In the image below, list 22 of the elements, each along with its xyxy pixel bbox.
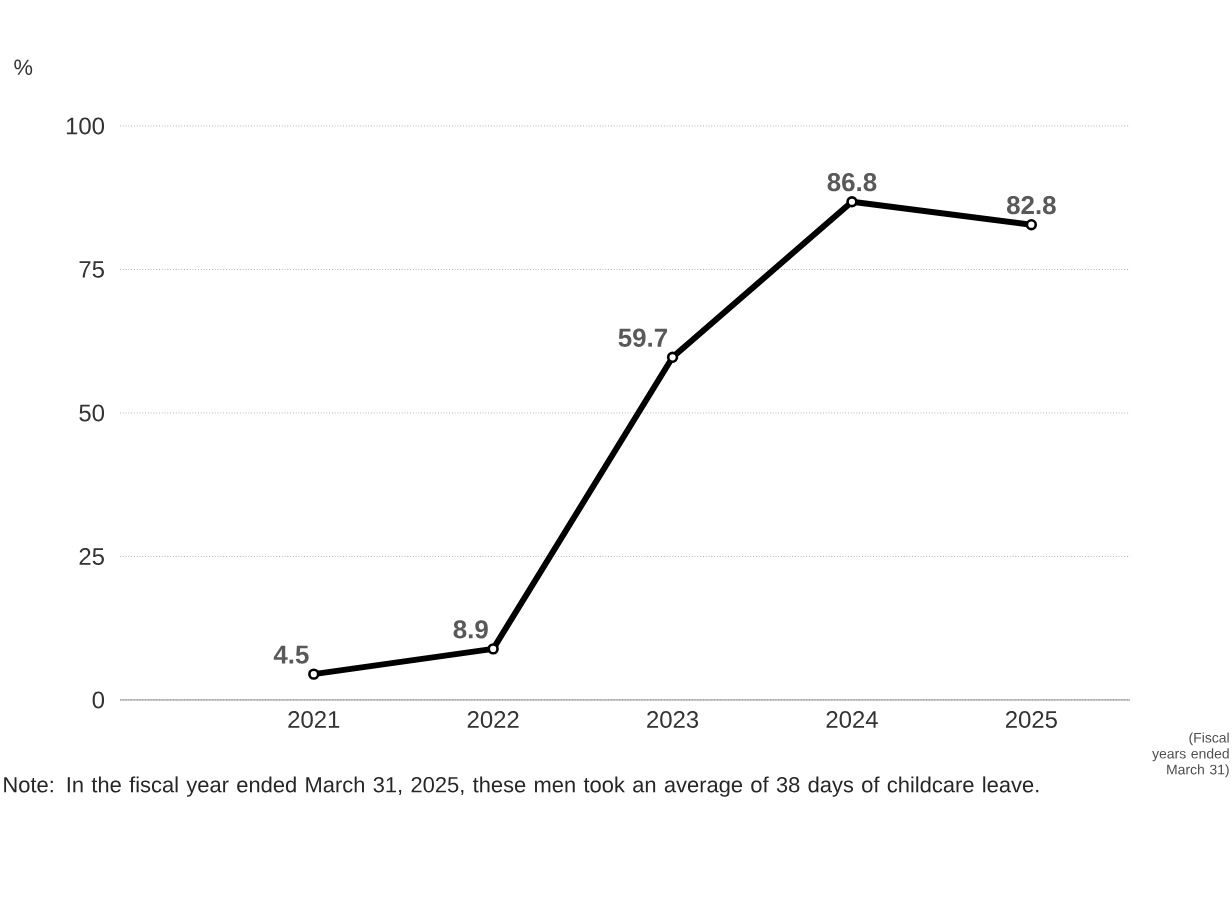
y-tick-label: 50 — [79, 404, 105, 422]
data-label: 86.8 — [827, 172, 877, 192]
point — [846, 196, 858, 208]
x-tick-label: 2021 — [288, 711, 340, 728]
point — [487, 643, 499, 655]
y-tick-label: 25 — [79, 548, 104, 565]
x-tick-label: 2022 — [467, 711, 519, 728]
x-tick-label: 2025 — [1005, 711, 1057, 728]
x-tick-label: 2024 — [826, 711, 878, 728]
x-tick-label: 2023 — [647, 711, 699, 728]
point — [308, 668, 320, 680]
data-label: 59.7 — [618, 328, 668, 347]
data-label: 4.5 — [273, 645, 309, 664]
data-label: 82.8 — [1006, 195, 1056, 215]
y-tick-label: 75 — [79, 261, 104, 278]
y-tick-label: 100 — [66, 117, 105, 135]
text: Note: In the fiscal year ended March 31, 2025, these men took an average of 38 days of childcare leave. — [4, 776, 1039, 797]
point — [1025, 219, 1038, 231]
point — [666, 351, 679, 363]
y-tick-label: 0 — [92, 691, 105, 709]
y-axis-title: % — [14, 59, 33, 75]
data-label: 8.9 — [453, 620, 488, 639]
